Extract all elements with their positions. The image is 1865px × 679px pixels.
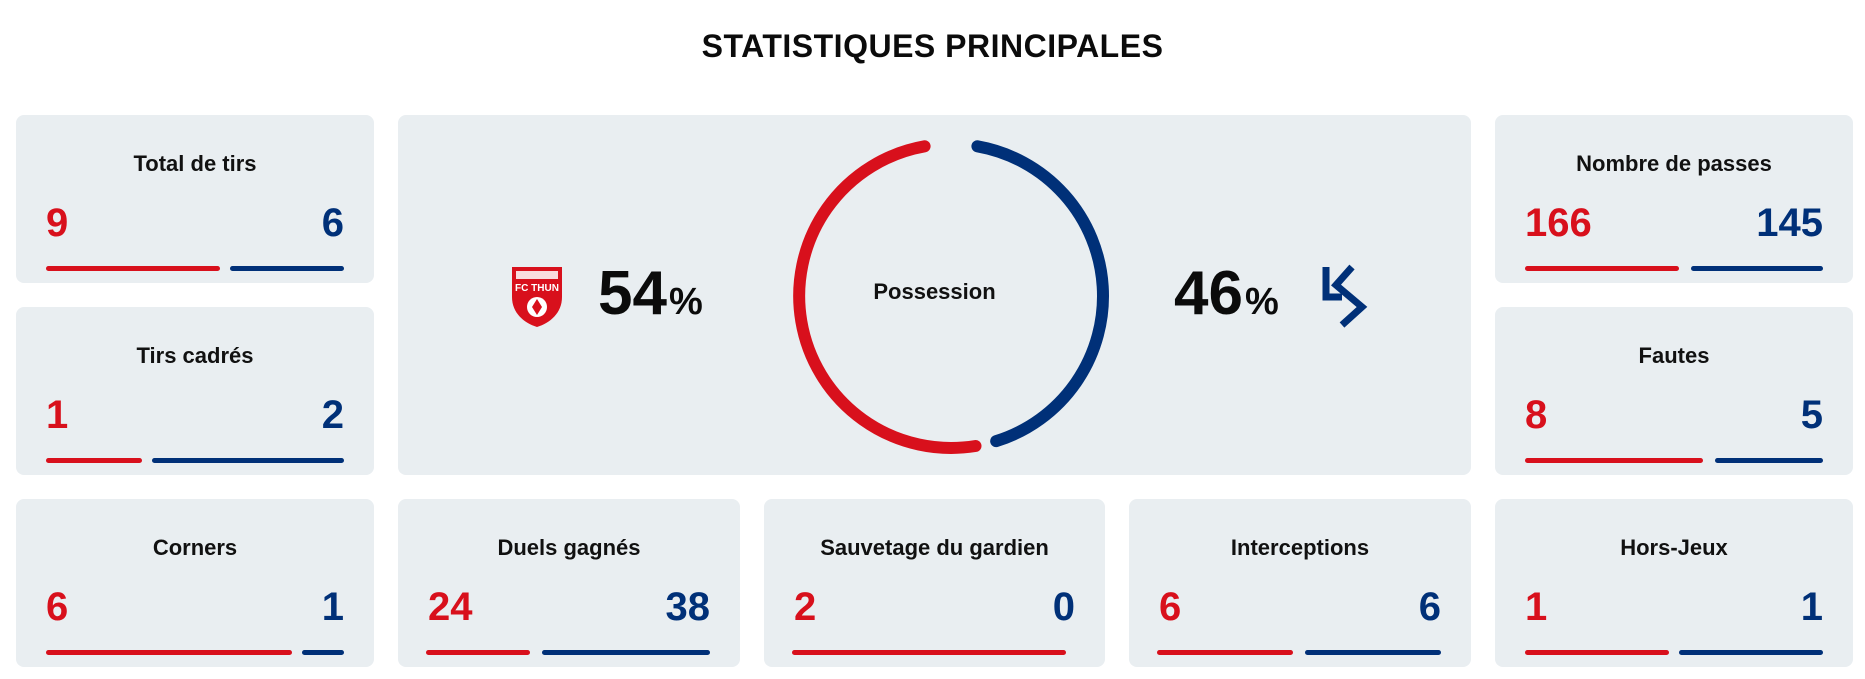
stat-away-bar (542, 650, 710, 655)
stat-home-value: 6 (1159, 585, 1182, 629)
stat-card-goalkeeper-saves: Sauvetage du gardien 2 0 (764, 499, 1105, 667)
stat-home-value: 6 (46, 585, 69, 629)
stat-away-bar (302, 650, 344, 655)
stat-home-bar (426, 650, 530, 655)
possession-away-arc (971, 140, 1109, 448)
stat-card-fouls: Fautes 8 5 (1495, 307, 1853, 475)
page-title: STATISTIQUES PRINCIPALES (701, 28, 1164, 64)
stat-away-value: 6 (1418, 585, 1441, 629)
stat-label: Nombre de passes (1576, 151, 1772, 176)
stat-home-bar (1525, 266, 1679, 271)
stat-away-bar (230, 266, 344, 271)
stat-label: Total de tirs (133, 151, 257, 176)
stat-away-bar (1679, 650, 1823, 655)
stat-home-value: 9 (46, 201, 69, 245)
possession-ring (793, 140, 1109, 454)
possession-home-percent: 54% (598, 263, 703, 325)
stat-home-bar (1525, 650, 1669, 655)
stat-card-total-shots: Total de tirs 9 6 (16, 115, 374, 283)
stat-card-offsides: Hors-Jeux 1 1 (1495, 499, 1853, 667)
stat-away-value: 1 (321, 585, 344, 629)
stat-home-bar (1157, 650, 1293, 655)
stat-home-value: 166 (1525, 201, 1592, 245)
possession-home-arc (793, 140, 982, 454)
percent-sign: % (668, 281, 703, 323)
possession-label: Possession (873, 279, 996, 304)
possession-home-value: 54 (598, 259, 667, 328)
stat-away-value: 6 (321, 201, 344, 245)
stat-label: Hors-Jeux (1620, 535, 1728, 560)
possession-card: FC THUN 54% Possession 46% (398, 115, 1471, 475)
logo-text: FC THUN (515, 283, 559, 294)
possession-away-value: 46 (1174, 259, 1243, 328)
stat-home-value: 1 (1525, 585, 1548, 629)
stat-away-bar (1715, 458, 1823, 463)
stat-home-bar (46, 650, 292, 655)
stat-home-value: 1 (46, 393, 69, 437)
possession-away-percent: 46% (1174, 263, 1279, 325)
percent-sign: % (1244, 281, 1279, 323)
fc-thun-logo-icon: FC THUN (512, 267, 562, 327)
stat-away-bar (152, 458, 344, 463)
stat-away-bar (1305, 650, 1441, 655)
stat-home-bar (46, 266, 220, 271)
stat-label: Sauvetage du gardien (820, 535, 1049, 560)
stat-away-value: 2 (321, 393, 344, 437)
stat-card-shots-on-target: Tirs cadrés 1 2 (16, 307, 374, 475)
stat-away-value: 5 (1800, 393, 1823, 437)
stat-card-interceptions: Interceptions 6 6 (1129, 499, 1471, 667)
stat-away-value: 1 (1800, 585, 1823, 629)
stat-home-value: 8 (1525, 393, 1548, 437)
stat-home-value: 24 (428, 585, 473, 629)
stat-card-passes: Nombre de passes 166 145 (1495, 115, 1853, 283)
stat-label: Fautes (1638, 343, 1710, 368)
lausanne-sport-logo-icon (1322, 264, 1368, 328)
stat-away-bar (1691, 266, 1823, 271)
stat-away-value: 0 (1052, 585, 1075, 629)
stat-card-corners: Corners 6 1 (16, 499, 374, 667)
stat-label: Interceptions (1230, 535, 1370, 560)
stat-label: Tirs cadrés (136, 343, 254, 368)
stat-home-bar (46, 458, 142, 463)
stat-home-bar (1525, 458, 1703, 463)
stat-away-value: 145 (1756, 201, 1823, 245)
stat-home-bar (792, 650, 1066, 655)
stat-away-value: 38 (665, 585, 711, 629)
stat-card-duels-won: Duels gagnés 24 38 (398, 499, 740, 667)
stat-label: Corners (152, 535, 238, 560)
stat-home-value: 2 (794, 585, 817, 629)
stat-label: Duels gagnés (497, 535, 641, 560)
